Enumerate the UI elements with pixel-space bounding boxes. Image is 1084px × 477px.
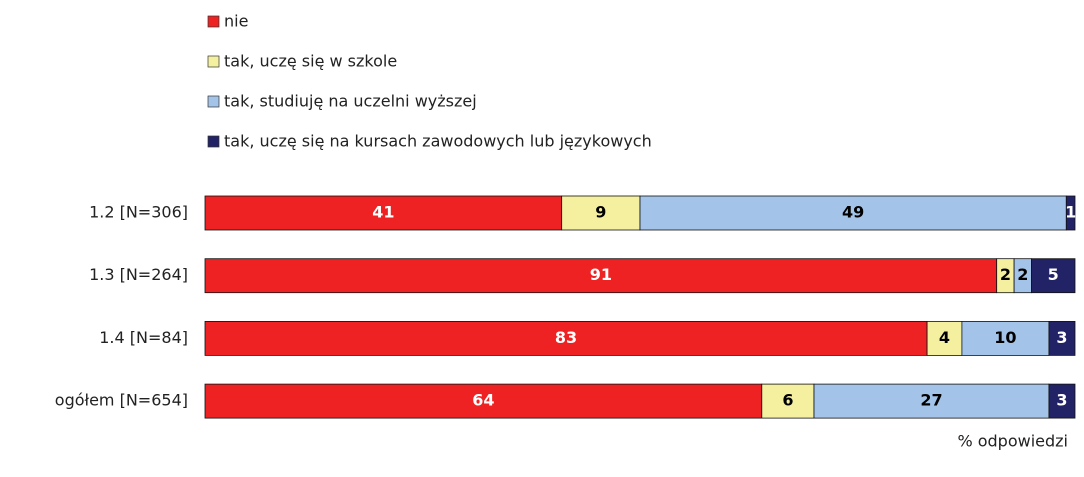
legend-label: tak, uczę się na kursach zawodowych lub … bbox=[224, 132, 652, 151]
bar-segment bbox=[204, 320, 928, 356]
legend-label: tak, uczę się w szkole bbox=[224, 52, 397, 71]
legend-swatch bbox=[207, 55, 220, 68]
legend-label: tak, studiuję na uczelni wyższej bbox=[224, 92, 477, 111]
legend-swatch bbox=[207, 15, 220, 28]
y-tick-label: 1.2 [N=306] bbox=[89, 203, 188, 222]
bar-segment bbox=[639, 195, 1067, 231]
legend-swatch bbox=[207, 95, 220, 108]
legend-swatch bbox=[207, 135, 220, 148]
bar-segment bbox=[1031, 258, 1076, 294]
value-label: 6 bbox=[782, 391, 793, 410]
value-label: 2 bbox=[1017, 265, 1028, 284]
value-label: 10 bbox=[994, 328, 1016, 347]
bar-segment bbox=[561, 195, 641, 231]
bar-segment bbox=[926, 320, 963, 356]
bar-segment bbox=[204, 383, 763, 419]
bar-segment bbox=[961, 320, 1050, 356]
value-label: 9 bbox=[595, 203, 606, 222]
bar-segment bbox=[761, 383, 815, 419]
value-label: 5 bbox=[1048, 265, 1059, 284]
value-label: 1 bbox=[1065, 203, 1076, 222]
value-label: 3 bbox=[1056, 328, 1067, 347]
value-label: 83 bbox=[555, 328, 577, 347]
y-tick-label: 1.3 [N=264] bbox=[89, 265, 188, 284]
y-tick-label: 1.4 [N=84] bbox=[99, 328, 188, 347]
value-label: 91 bbox=[590, 265, 612, 284]
bar-segment bbox=[204, 195, 563, 231]
value-label: 2 bbox=[1000, 265, 1011, 284]
y-tick-label: ogółem [N=654] bbox=[55, 391, 188, 410]
bar-segment bbox=[1065, 195, 1076, 231]
value-label: 27 bbox=[920, 391, 942, 410]
value-label: 64 bbox=[472, 391, 494, 410]
value-label: 49 bbox=[842, 203, 864, 222]
x-axis-label: % odpowiedzi bbox=[957, 432, 1068, 451]
legend-label: nie bbox=[224, 12, 248, 31]
value-label: 41 bbox=[372, 203, 394, 222]
bar-segment bbox=[1048, 320, 1076, 356]
bar-segment bbox=[813, 383, 1050, 419]
bar-segment bbox=[1048, 383, 1076, 419]
value-label: 3 bbox=[1056, 391, 1067, 410]
value-label: 4 bbox=[939, 328, 950, 347]
